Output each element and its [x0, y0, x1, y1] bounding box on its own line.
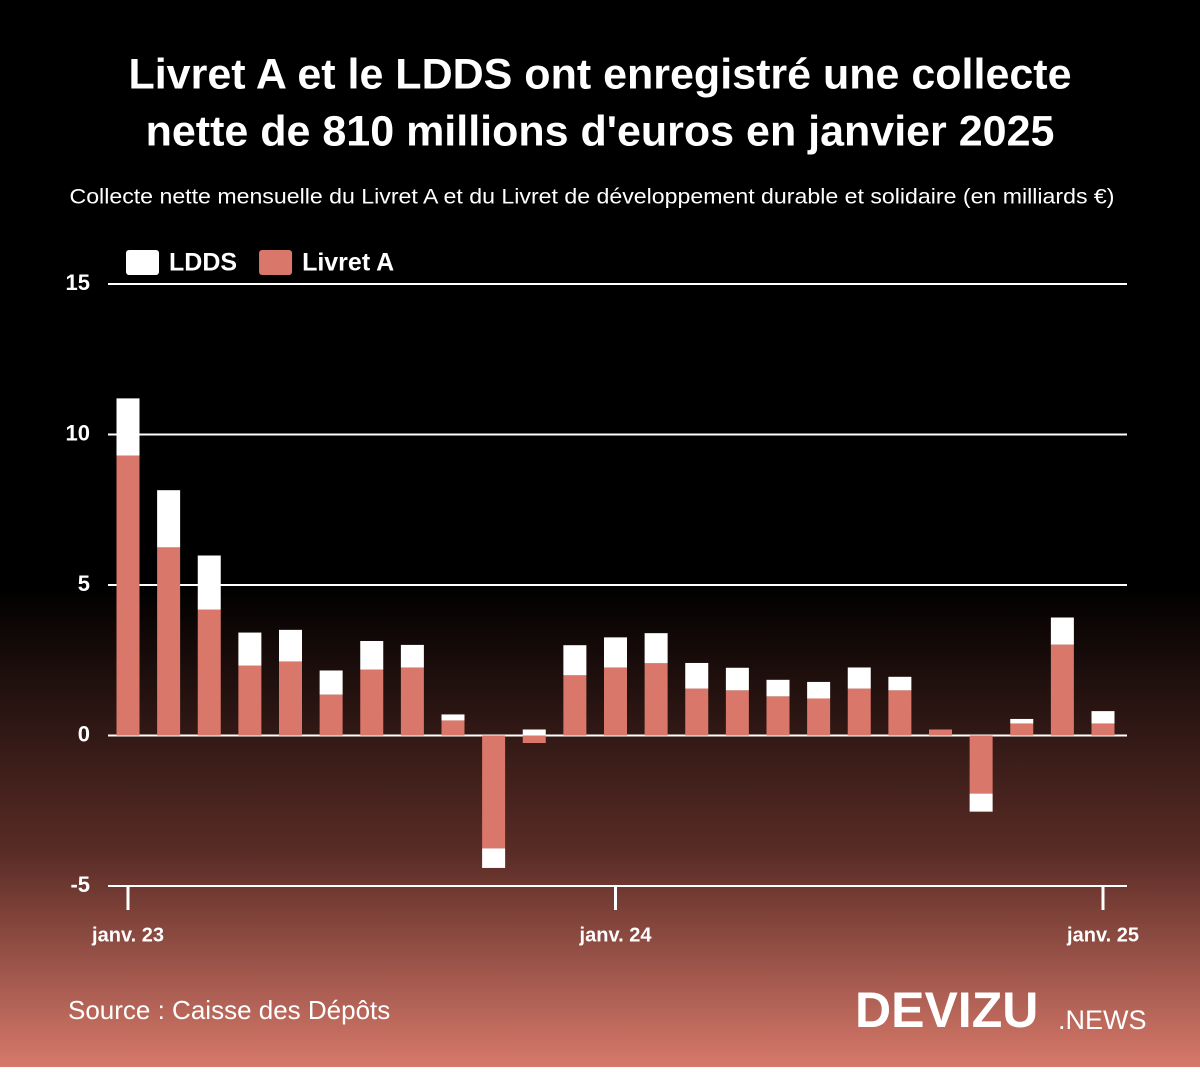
- bar-segment: [604, 667, 627, 736]
- bar-segment: [319, 670, 343, 695]
- bar-segment: [563, 675, 587, 736]
- bar-segment: [482, 735, 506, 849]
- y-tick-label: 0: [78, 721, 90, 746]
- bar-segment: [969, 735, 993, 794]
- bar-segment: [441, 720, 465, 736]
- y-tick-label: -5: [70, 872, 90, 897]
- bar-segment: [279, 629, 302, 662]
- x-tick-label: janv. 23: [91, 924, 164, 946]
- bar-segment: [888, 676, 912, 691]
- bar-segment: [847, 667, 871, 689]
- bar-segment: [1050, 617, 1074, 645]
- bar-segment: [685, 662, 709, 689]
- source: Source : Caisse des Dépôts: [68, 995, 390, 1025]
- legend-swatch: [126, 250, 159, 275]
- legend-label: LDDS: [169, 249, 237, 277]
- bar-segment: [604, 637, 627, 668]
- x-tick-label: janv. 24: [579, 924, 653, 946]
- bar-segment: [1010, 723, 1034, 736]
- chart-title: nette de 810 millions d'euros en janvier…: [146, 107, 1055, 155]
- chart-title: Livret A et le LDDS ont enregistré une c…: [128, 50, 1071, 98]
- bar-segment: [1050, 644, 1074, 736]
- bar-segment: [522, 735, 546, 744]
- bar-segment: [725, 667, 749, 691]
- bar-segment: [400, 667, 424, 736]
- bar-segment: [807, 681, 831, 699]
- legend-swatch: [259, 250, 293, 275]
- bar-segment: [807, 698, 831, 736]
- bar-segment: [725, 690, 749, 736]
- bar-segment: [360, 669, 384, 736]
- y-tick-label: 10: [66, 420, 90, 445]
- bar-segment: [157, 547, 181, 736]
- x-tick-label: janv. 25: [1066, 924, 1139, 946]
- bar-segment: [644, 633, 668, 664]
- bar-segment: [888, 690, 912, 736]
- bar-segment: [116, 398, 140, 456]
- chart-subtitle: Collecte nette mensuelle du Livret A et …: [70, 186, 1115, 209]
- bar-segment: [1091, 723, 1115, 736]
- bar-segment: [400, 644, 424, 668]
- bar-segment: [847, 688, 871, 736]
- bar-segment: [157, 490, 181, 548]
- bar-segment: [563, 645, 587, 676]
- bar-segment: [685, 688, 709, 736]
- legend-label: Livret A: [302, 249, 394, 277]
- bar-segment: [766, 679, 790, 697]
- bar-segment: [969, 793, 993, 812]
- legend: LDDS Livret A: [126, 249, 394, 277]
- bar-segment: [766, 696, 790, 736]
- bar-segment: [279, 661, 302, 736]
- bar-segment: [441, 714, 465, 721]
- bar-segment: [238, 665, 262, 736]
- bar-segment: [522, 729, 546, 736]
- y-tick-label: 15: [66, 270, 90, 295]
- brand-suffix: .NEWS: [1058, 1005, 1147, 1035]
- bar-segment: [1091, 711, 1115, 724]
- bar-segment: [197, 609, 221, 736]
- bar-segment: [238, 632, 262, 666]
- bar-segment: [197, 555, 221, 610]
- bar-segment: [482, 848, 506, 868]
- y-tick-label: 5: [78, 571, 90, 596]
- bar-segment: [1010, 718, 1034, 724]
- bar-segment: [929, 729, 952, 736]
- bar-segment: [116, 455, 140, 736]
- bar-segment: [319, 694, 343, 736]
- brand-logo: DEVIZU: [855, 982, 1038, 1038]
- bar-segment: [644, 663, 668, 736]
- bar-segment: [360, 640, 384, 670]
